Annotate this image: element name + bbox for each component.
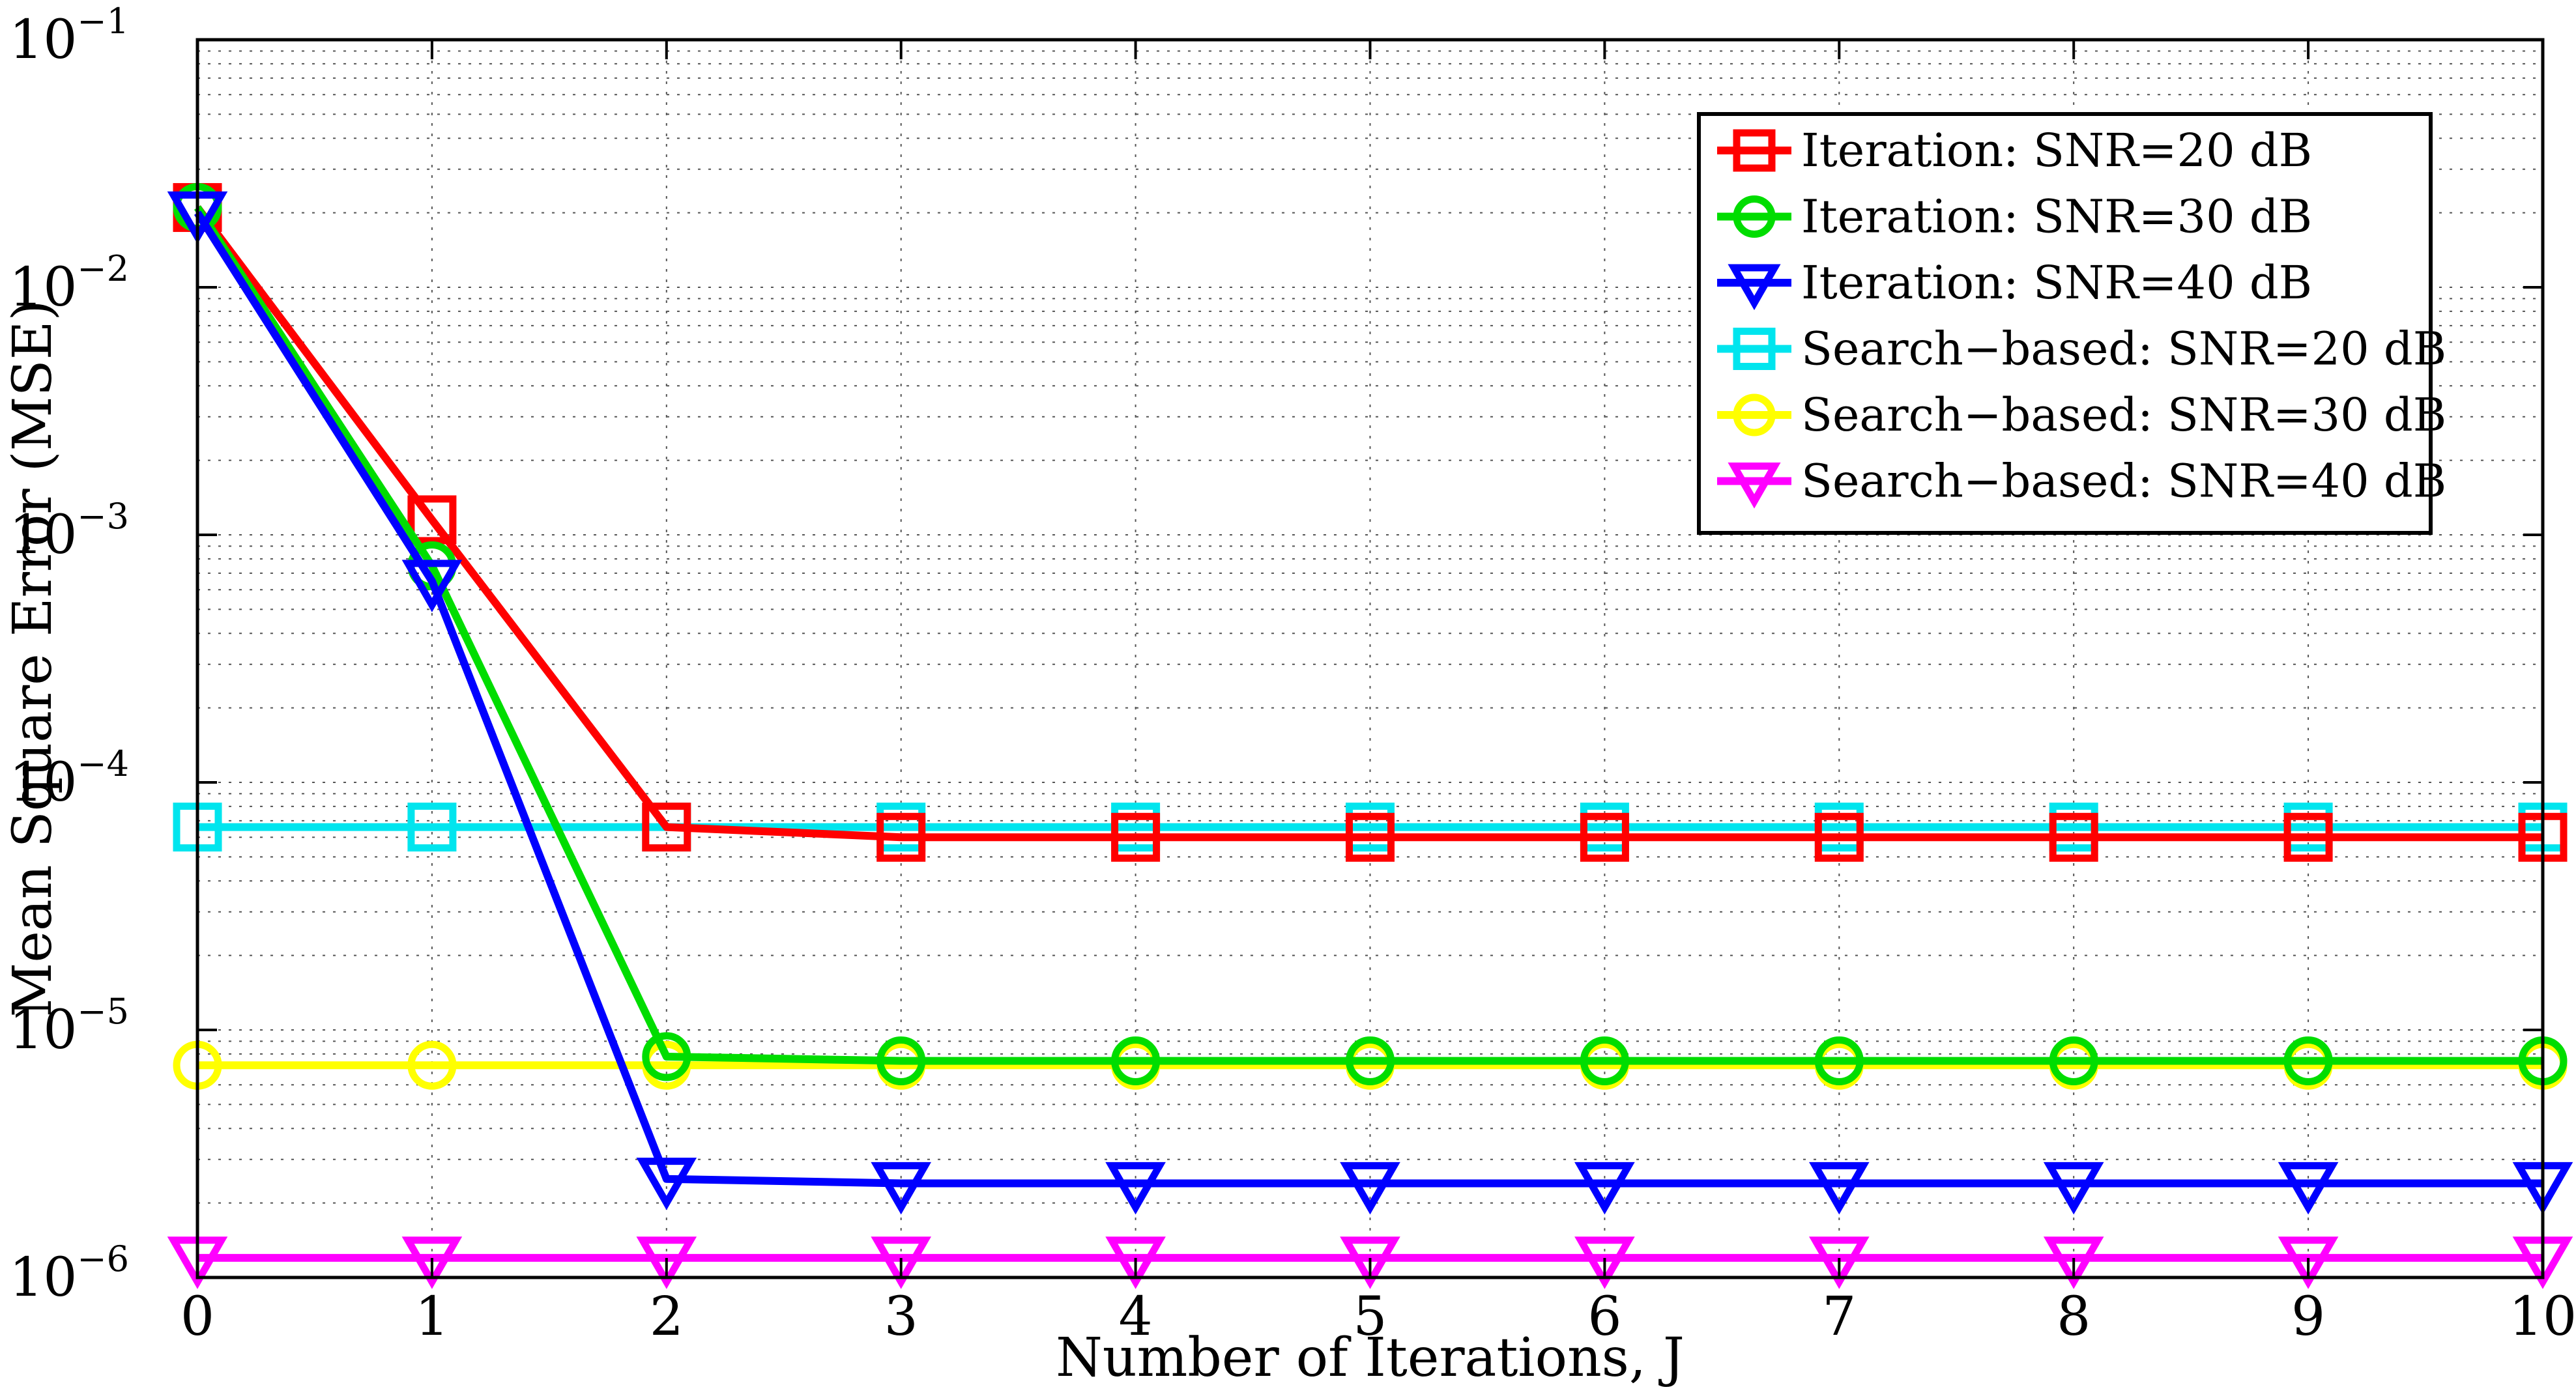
legend-label: Iteration: SNR=40 dB [1801, 256, 2312, 309]
data-point [1574, 1236, 1635, 1289]
legend-marker [1733, 129, 1776, 172]
data-point [871, 1162, 932, 1215]
data-point [1346, 1036, 1395, 1085]
series-line [194, 205, 2543, 1065]
x-tick-label: 10 [2509, 1286, 2576, 1348]
y-axis-label: Mean Square Error (MSE) [2, 300, 64, 1017]
x-tick-label: 8 [2057, 1286, 2091, 1348]
data-point [636, 1236, 697, 1289]
x-tick-label: 4 [1119, 1286, 1153, 1348]
legend: Iteration: SNR=20 dB Iteration: SNR=30 dB… [1697, 112, 2446, 535]
legend-item: Search−based: SNR=20 dB [1717, 322, 2446, 376]
data-point [407, 803, 457, 852]
legend-label: Search−based: SNR=40 dB [1801, 455, 2446, 508]
data-point [1574, 1162, 1635, 1215]
y-tick-label: 10−2 [9, 248, 129, 319]
data-point [876, 812, 926, 862]
x-tick-label: 6 [1587, 1286, 1621, 1348]
data-point [2049, 1036, 2098, 1085]
legend-item: Iteration: SNR=40 dB [1717, 256, 2312, 311]
y-tick-label: 10−4 [9, 743, 129, 814]
data-point [642, 803, 691, 852]
axis-ticks: 0 1 2 3 4 5 6 7 8 9 10 10−1 10−2 10−3 10−4 10−5 10−6 [9, 1, 2576, 1348]
data-point [642, 1032, 691, 1081]
data-point [1814, 1036, 1864, 1085]
data-point [2278, 1236, 2339, 1289]
x-tick-label: 5 [1353, 1286, 1387, 1348]
data-point [1340, 1236, 1400, 1289]
data-point [1346, 812, 1395, 862]
x-tick-label: 1 [415, 1286, 449, 1348]
data-point [2278, 1162, 2339, 1215]
x-axis-label: Number of Iterations, J [1056, 1327, 1685, 1389]
x-tick-label: 7 [1822, 1286, 1856, 1348]
y-tick-label: 10−3 [9, 496, 129, 566]
legend-item: Iteration: SNR=20 dB [1717, 124, 2312, 177]
data-point [1111, 812, 1161, 862]
data-point [1105, 1236, 1166, 1289]
legend-marker [1728, 264, 1781, 311]
series-5 [167, 1236, 2573, 1289]
x-tick-label: 2 [650, 1286, 684, 1348]
data-point [1111, 1036, 1161, 1085]
legend-label: Search−based: SNR=20 dB [1801, 322, 2446, 376]
data-point [2043, 1236, 2104, 1289]
data-point [2283, 1036, 2333, 1085]
legend-marker [1728, 463, 1781, 509]
data-point [401, 1236, 463, 1289]
data-point [2049, 812, 2098, 862]
data-point [1580, 812, 1629, 862]
data-point [407, 1040, 457, 1090]
legend-item: Search−based: SNR=30 dB [1717, 388, 2446, 442]
y-tick-label: 10−6 [9, 1238, 129, 1309]
legend-marker [1733, 195, 1776, 238]
data-point [1340, 1162, 1400, 1215]
data-point [2283, 812, 2333, 862]
series-2 [167, 191, 2573, 1215]
series-line [194, 205, 2543, 842]
data-point [1814, 812, 1864, 862]
legend-label: Iteration: SNR=30 dB [1801, 190, 2312, 244]
data-point [407, 495, 457, 545]
legend-marker [1733, 393, 1776, 436]
data-point [2043, 1162, 2104, 1215]
data-point [871, 1236, 932, 1289]
legend-marker [1733, 328, 1776, 370]
legend-label: Search−based: SNR=30 dB [1801, 388, 2446, 442]
x-tick-label: 0 [181, 1286, 214, 1348]
data-point [636, 1158, 697, 1210]
legend-item: Search−based: SNR=40 dB [1717, 455, 2446, 509]
legend-box [1697, 112, 2433, 535]
data-point [876, 1036, 926, 1085]
data-point [401, 560, 463, 612]
y-tick-label: 10−1 [9, 1, 129, 71]
series-line [194, 210, 2543, 1188]
y-tick-label: 10−5 [9, 991, 129, 1061]
x-tick-label: 9 [2291, 1286, 2325, 1348]
data-point [1808, 1162, 1870, 1215]
x-tick-label: 3 [884, 1286, 918, 1348]
data-point [1808, 1236, 1870, 1289]
legend-label: Iteration: SNR=20 dB [1801, 124, 2312, 177]
data-point [1580, 1036, 1629, 1085]
legend-item: Iteration: SNR=30 dB [1717, 190, 2312, 244]
data-point [1105, 1162, 1166, 1215]
